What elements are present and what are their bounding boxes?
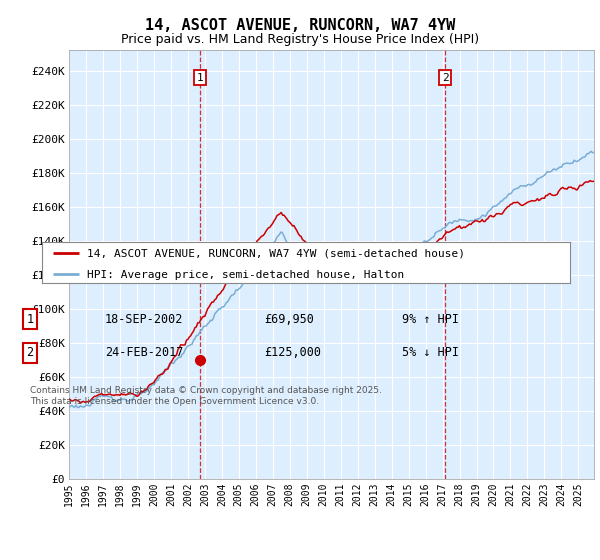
Text: 1: 1 <box>26 312 34 326</box>
Text: Contains HM Land Registry data © Crown copyright and database right 2025.
This d: Contains HM Land Registry data © Crown c… <box>30 386 382 406</box>
Text: 1: 1 <box>197 73 203 82</box>
Text: 5% ↓ HPI: 5% ↓ HPI <box>402 346 459 360</box>
Text: 14, ASCOT AVENUE, RUNCORN, WA7 4YW: 14, ASCOT AVENUE, RUNCORN, WA7 4YW <box>145 18 455 32</box>
Text: HPI: Average price, semi-detached house, Halton: HPI: Average price, semi-detached house,… <box>87 270 404 280</box>
Text: 18-SEP-2002: 18-SEP-2002 <box>105 312 184 326</box>
Text: 14, ASCOT AVENUE, RUNCORN, WA7 4YW (semi-detached house): 14, ASCOT AVENUE, RUNCORN, WA7 4YW (semi… <box>87 249 465 258</box>
Text: 24-FEB-2017: 24-FEB-2017 <box>105 346 184 360</box>
Text: 2: 2 <box>442 73 448 82</box>
Text: £69,950: £69,950 <box>264 312 314 326</box>
Text: Price paid vs. HM Land Registry's House Price Index (HPI): Price paid vs. HM Land Registry's House … <box>121 32 479 46</box>
Text: 9% ↑ HPI: 9% ↑ HPI <box>402 312 459 326</box>
Text: 2: 2 <box>26 346 34 360</box>
Text: £125,000: £125,000 <box>264 346 321 360</box>
